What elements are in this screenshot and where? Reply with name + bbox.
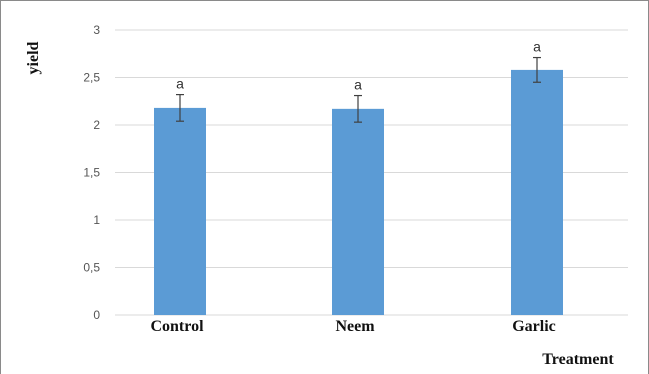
y-tick-label: 3 (93, 23, 100, 37)
y-tick-label: 2,5 (83, 71, 100, 85)
x-axis-categories: Control Neem Garlic (150, 318, 555, 335)
bar (154, 107, 206, 316)
x-category-label: Neem (335, 318, 375, 335)
y-tick-label: 0 (93, 308, 100, 322)
y-tick-label: 1,5 (83, 166, 100, 180)
x-category-label: Garlic (512, 318, 556, 335)
bars (154, 69, 563, 316)
y-tick-label: 0,5 (83, 261, 100, 275)
x-axis-title: Treatment (542, 351, 614, 368)
y-tick-label: 1 (93, 213, 100, 227)
significance-letter: a (533, 39, 541, 55)
significance-letter: a (176, 76, 184, 92)
x-category-label: Control (150, 318, 204, 335)
bar (511, 69, 563, 316)
bar (332, 108, 384, 315)
significance-letter: a (354, 77, 362, 93)
y-axis-title: yield (25, 41, 42, 74)
error-bars (176, 56, 541, 123)
y-tick-label: 2 (93, 118, 100, 132)
y-axis-ticks: 0 0,5 1 1,5 2 2,5 3 (83, 23, 100, 322)
significance-letters: a a a (176, 39, 541, 93)
